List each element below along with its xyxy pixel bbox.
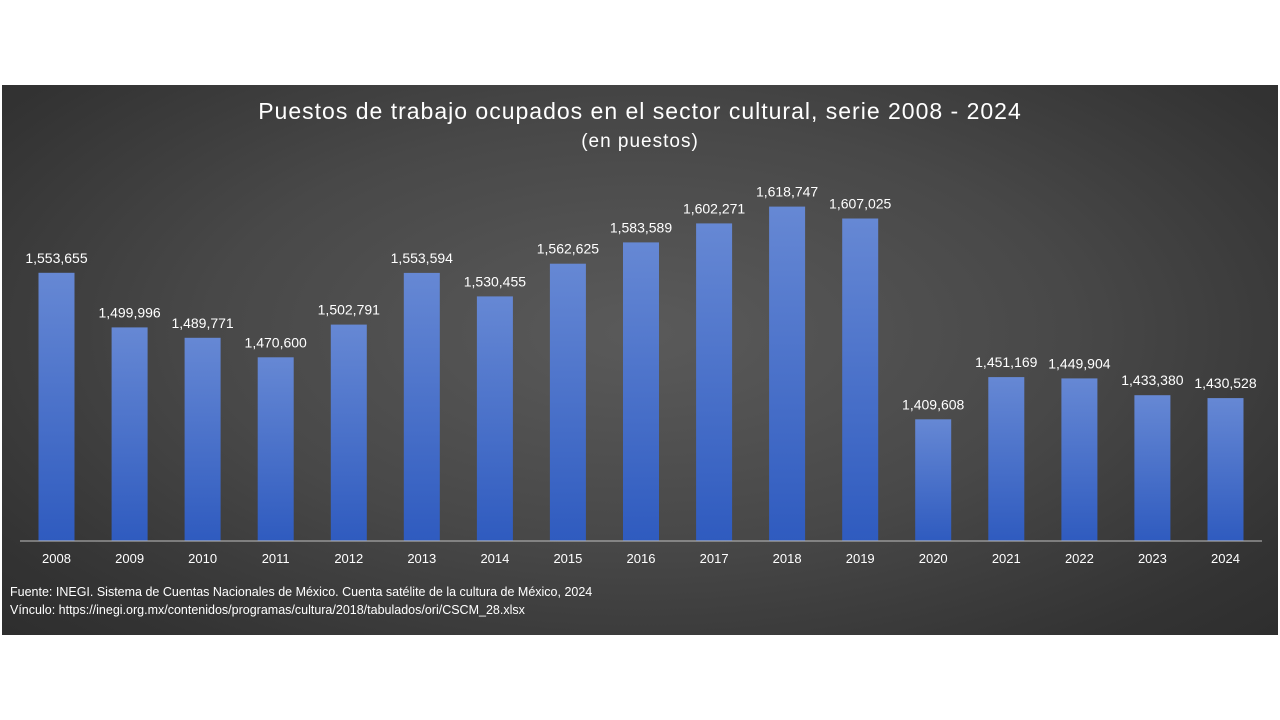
- bars-layer: [38, 206, 1244, 541]
- x-tick-label-2012: 2012: [334, 551, 363, 566]
- x-tick-label-2023: 2023: [1138, 551, 1167, 566]
- bar-2024: [1207, 398, 1244, 541]
- bar-2008: [38, 272, 75, 541]
- x-tick-label-2020: 2020: [919, 551, 948, 566]
- source-link: Vínculo: https://inegi.org.mx/contenidos…: [10, 603, 525, 617]
- bar-2012: [330, 324, 367, 541]
- x-tick-label-2018: 2018: [773, 551, 802, 566]
- bar-2019: [842, 218, 879, 541]
- x-tick-label-2015: 2015: [553, 551, 582, 566]
- data-label-2016: 1,583,589: [610, 219, 672, 235]
- data-labels-layer: 1,553,655 1,499,996 1,489,771 1,470,600 1,50…: [25, 184, 1256, 413]
- bar-2023: [1134, 395, 1171, 541]
- bar-2009: [111, 327, 148, 541]
- data-label-2010: 1,489,771: [171, 315, 233, 331]
- data-label-2023: 1,433,380: [1121, 372, 1183, 388]
- data-label-2012: 1,502,791: [318, 302, 380, 318]
- bar-2016: [623, 242, 659, 541]
- data-label-2013: 1,553,594: [391, 250, 453, 266]
- x-tick-label-2009: 2009: [115, 551, 144, 566]
- x-tick-labels-layer: 2008 2009 2010 2011 2012 2013 2014 2015 2016 2017…: [42, 551, 1240, 566]
- bar-2017: [696, 223, 733, 541]
- data-label-2018: 1,618,747: [756, 184, 818, 200]
- x-tick-label-2021: 2021: [992, 551, 1021, 566]
- data-label-2020: 1,409,608: [902, 396, 964, 412]
- x-tick-label-2014: 2014: [480, 551, 509, 566]
- data-label-2019: 1,607,025: [829, 196, 891, 212]
- bar-2010: [184, 337, 221, 541]
- bar-2014: [476, 296, 513, 541]
- data-label-2017: 1,602,271: [683, 200, 745, 216]
- chart-title: Puestos de trabajo ocupados en el sector…: [258, 98, 1022, 124]
- data-label-2022: 1,449,904: [1048, 355, 1110, 371]
- data-label-2008: 1,553,655: [25, 250, 87, 266]
- x-tick-label-2019: 2019: [846, 551, 875, 566]
- data-label-2009: 1,499,996: [98, 304, 160, 320]
- data-label-2021: 1,451,169: [975, 354, 1037, 370]
- bar-2018: [769, 206, 806, 541]
- data-label-2015: 1,562,625: [537, 241, 599, 257]
- bar-2015: [549, 263, 586, 541]
- x-tick-label-2024: 2024: [1211, 551, 1240, 566]
- bar-2021: [988, 377, 1025, 541]
- bar-2020: [915, 419, 952, 541]
- x-tick-label-2022: 2022: [1065, 551, 1094, 566]
- x-tick-label-2016: 2016: [627, 551, 656, 566]
- source-note: Fuente: INEGI. Sistema de Cuentas Nacion…: [10, 585, 593, 599]
- x-tick-label-2017: 2017: [700, 551, 729, 566]
- bar-2013: [403, 272, 440, 541]
- data-label-2014: 1,530,455: [464, 273, 526, 289]
- data-label-2024: 1,430,528: [1194, 375, 1256, 391]
- x-tick-label-2013: 2013: [407, 551, 436, 566]
- bar-2011: [257, 357, 294, 541]
- bar-2022: [1061, 378, 1098, 541]
- x-tick-label-2011: 2011: [262, 551, 290, 566]
- x-tick-label-2010: 2010: [188, 551, 217, 566]
- data-label-2011: 1,470,600: [245, 334, 307, 350]
- x-tick-label-2008: 2008: [42, 551, 71, 566]
- chart-subtitle: (en puestos): [581, 131, 699, 152]
